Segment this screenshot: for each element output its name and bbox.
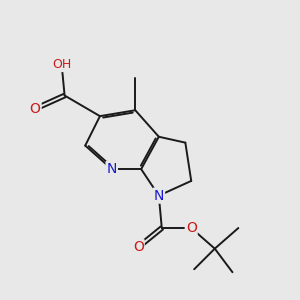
Text: N: N bbox=[106, 162, 117, 176]
Text: O: O bbox=[186, 221, 197, 235]
Text: N: N bbox=[154, 189, 164, 202]
Text: O: O bbox=[30, 102, 40, 116]
Text: O: O bbox=[133, 240, 144, 254]
Text: OH: OH bbox=[52, 58, 71, 71]
